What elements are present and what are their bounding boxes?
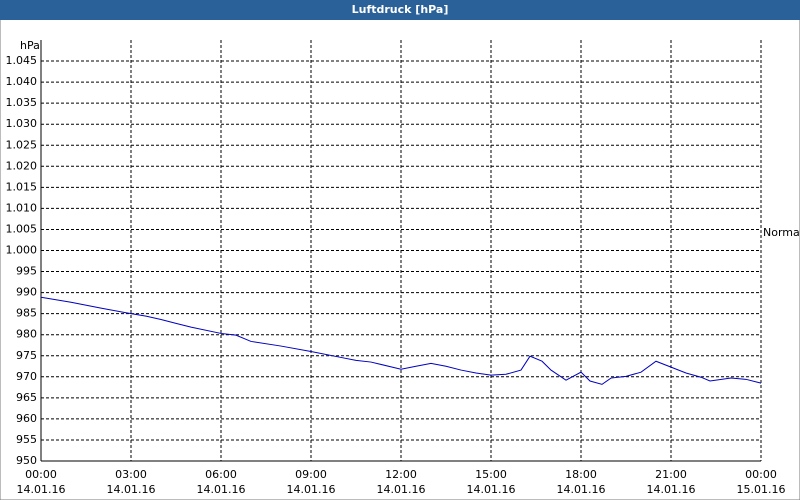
x-tick-label: 12:00	[385, 468, 417, 481]
y-tick-label: 955	[16, 433, 37, 446]
title-bar	[0, 0, 800, 20]
y-tick-label: 975	[16, 349, 37, 362]
x-tick-label: 00:00	[25, 468, 57, 481]
y-tick-label: 950	[16, 454, 37, 467]
x-tick-date: 14.01.16	[287, 483, 336, 496]
x-tick-label: 00:00	[745, 468, 777, 481]
y-tick-label: 995	[16, 265, 37, 278]
y-tick-label: 960	[16, 412, 37, 425]
chart-title: Luftdruck [hPa]	[352, 3, 449, 16]
y-tick-label: 1.040	[6, 75, 38, 88]
x-tick-label: 06:00	[205, 468, 237, 481]
y-tick-label: 1.045	[6, 54, 38, 67]
x-tick-date: 14.01.16	[647, 483, 696, 496]
data-line	[40, 296, 762, 385]
y-tick-label: 970	[16, 370, 37, 383]
x-tick-date: 14.01.16	[107, 483, 156, 496]
annotation: Normal	[763, 226, 800, 239]
x-tick-label: 03:00	[115, 468, 147, 481]
x-tick-date: 15.01.16	[737, 483, 786, 496]
y-tick-label: 985	[16, 307, 37, 320]
y-tick-label: 980	[16, 328, 37, 341]
x-tick-date: 14.01.16	[17, 483, 66, 496]
y-tick-label: 1.005	[6, 222, 38, 235]
x-tick-label: 15:00	[475, 468, 507, 481]
x-tick-label: 09:00	[295, 468, 327, 481]
y-tick-label: 965	[16, 391, 37, 404]
x-tick-label: 18:00	[565, 468, 597, 481]
x-tick-date: 14.01.16	[557, 483, 606, 496]
y-axis-label: hPa	[20, 39, 40, 52]
y-tick-label: 1.030	[6, 117, 38, 130]
y-tick-label: 1.035	[6, 96, 38, 109]
y-tick-label: 1.015	[6, 180, 38, 193]
x-tick-date: 14.01.16	[467, 483, 516, 496]
y-tick-label: 1.020	[6, 159, 38, 172]
y-tick-label: 1.025	[6, 138, 38, 151]
y-tick-label: 1.010	[6, 201, 38, 214]
x-tick-date: 14.01.16	[197, 483, 246, 496]
y-tick-label: 990	[16, 286, 37, 299]
x-tick-date: 14.01.16	[377, 483, 426, 496]
x-tick-label: 21:00	[655, 468, 687, 481]
y-tick-label: 1.000	[6, 244, 38, 257]
